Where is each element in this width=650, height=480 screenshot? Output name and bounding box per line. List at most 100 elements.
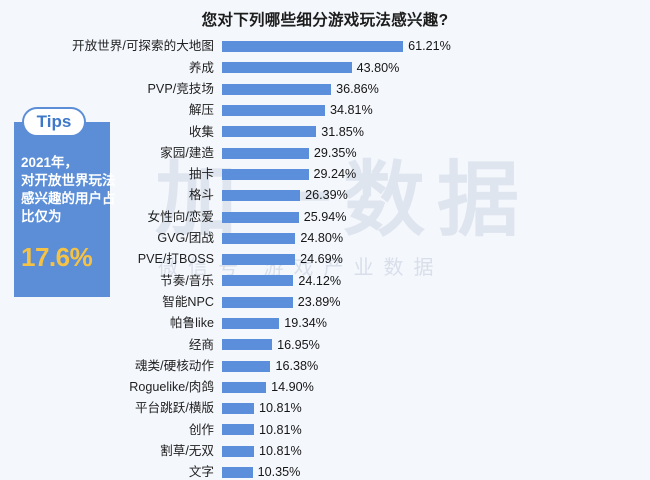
bar-row: 文字 10.35%	[0, 462, 650, 480]
bar-value-label: 19.34%	[284, 316, 327, 331]
bar	[222, 62, 352, 74]
bar-value-label: 10.81%	[258, 401, 302, 416]
bar	[222, 360, 271, 372]
bar-value-label: 24.12%	[298, 273, 342, 288]
bar-category-label: 经商	[188, 337, 214, 352]
bar-row: 解压 34.81%	[0, 100, 650, 121]
bar-category-label: 养成	[188, 60, 214, 75]
bar-track: 26.39%	[222, 185, 650, 206]
bar-row: 魂类/硬核动作 16.38%	[0, 355, 650, 376]
bar-category-label: 开放世界/可探索的大地图	[71, 39, 214, 54]
tips-highlight-value: 17.6%	[21, 242, 93, 272]
bar-track: 10.81%	[222, 441, 650, 462]
bar-row: 智能NPC 23.89%	[0, 292, 650, 313]
bar-value-label: 31.85%	[321, 124, 364, 139]
bar-value-label: 26.39%	[305, 188, 348, 203]
bar-value-label: 29.24%	[313, 167, 357, 182]
bar-category-label: PVE/打BOSS	[137, 252, 214, 267]
bar-track: 24.12%	[222, 270, 650, 291]
bar-track: 10.81%	[222, 398, 650, 419]
bar-row: PVE/打BOSS 24.69%	[0, 249, 650, 270]
bar-category-label: 平台跳跃/横版	[134, 401, 214, 416]
bar-row: 家园/建造 29.35%	[0, 142, 650, 163]
bar-track: 34.81%	[222, 100, 650, 121]
bar	[222, 467, 253, 479]
bar-value-label: 14.90%	[271, 380, 314, 395]
bar-category-label: 割草/无双	[160, 443, 214, 458]
bar-track: 36.86%	[222, 79, 650, 100]
bar	[222, 126, 317, 138]
bar-row: PVP/竞技场 36.86%	[0, 79, 650, 100]
bar-value-label: 36.86%	[336, 81, 379, 96]
bar-track: 16.95%	[222, 334, 650, 355]
bar	[222, 41, 404, 53]
bar-track: 14.90%	[222, 377, 650, 398]
bar-value-label: 25.94%	[303, 209, 347, 224]
bar	[222, 318, 280, 329]
bar	[222, 403, 254, 415]
bar-track: 25.94%	[222, 206, 650, 227]
bar-category-label: 格斗	[188, 188, 214, 203]
bar-value-label: 61.21%	[408, 39, 451, 54]
bar-track: 16.38%	[222, 355, 650, 376]
bar-category-label: GVG/团战	[157, 231, 214, 246]
tips-text: 2021年， 对开放世界玩法 感兴趣的用户占 比仅为	[21, 155, 116, 224]
bar-category-label: 家园/建造	[160, 145, 214, 160]
bar	[222, 296, 293, 308]
bar-track: 19.34%	[222, 313, 650, 334]
bar-row: 抽卡 29.24%	[0, 164, 650, 185]
bar-value-label: 23.89%	[297, 294, 341, 309]
bar-track: 24.69%	[222, 249, 650, 270]
bar	[222, 424, 254, 436]
bar-value-label: 24.80%	[300, 231, 344, 246]
bar	[222, 211, 299, 223]
bar-row: GVG/团战 24.80%	[0, 228, 650, 249]
bar	[222, 147, 309, 159]
bar-category-label: 女性向/恋爱	[147, 209, 214, 224]
bar-category-label: 魂类/硬核动作	[134, 358, 214, 373]
bar-track: 43.80%	[222, 57, 650, 78]
bar-category-label: 收集	[188, 124, 214, 139]
bar-track: 29.24%	[222, 164, 650, 185]
bar-category-label: 解压	[188, 103, 214, 118]
bar-category-label: 帕鲁like	[169, 316, 214, 331]
bar-category-label: PVP/竞技场	[147, 81, 214, 96]
bar-value-label: 10.35%	[257, 465, 301, 480]
bar-row: 创作 10.81%	[0, 419, 650, 440]
bar-row: 收集 31.85%	[0, 121, 650, 142]
bar	[222, 83, 332, 95]
bar-row: 开放世界/可探索的大地图 61.21%	[0, 36, 650, 57]
bar-value-label: 29.35%	[313, 145, 357, 160]
bar-value-label: 16.95%	[277, 337, 320, 352]
page-title: 您对下列哪些细分游戏玩法感兴趣?	[201, 12, 449, 29]
bar	[222, 168, 309, 180]
tips-badge: Tips	[22, 107, 86, 137]
bar	[222, 105, 326, 117]
bar-track: 61.21%	[222, 36, 650, 57]
bar	[222, 445, 254, 457]
bar-row: 割草/无双 10.81%	[0, 441, 650, 462]
bar-category-label: 创作	[188, 422, 214, 437]
bar	[222, 339, 273, 351]
bar	[222, 275, 294, 287]
bar-row: 平台跳跃/横版 10.81%	[0, 398, 650, 419]
bar-value-label: 43.80%	[356, 60, 400, 75]
bar-track: 10.81%	[222, 419, 650, 440]
bar-row: 经商 16.95%	[0, 334, 650, 355]
bar-track: 31.85%	[222, 121, 650, 142]
bar-value-label: 16.38%	[275, 358, 319, 373]
bar-row: 格斗 26.39%	[0, 185, 650, 206]
bar-value-label: 34.81%	[330, 103, 373, 118]
bar-row: 养成 43.80%	[0, 57, 650, 78]
bar	[222, 381, 267, 393]
bar-value-label: 10.81%	[258, 443, 302, 458]
bar-row: Roguelike/肉鸽 14.90%	[0, 377, 650, 398]
bar-track: 23.89%	[222, 292, 650, 313]
bar	[222, 254, 296, 266]
bar-category-label: 智能NPC	[162, 294, 214, 309]
bar-category-label: 文字	[188, 465, 214, 480]
bar	[222, 232, 296, 244]
bar-category-label: 抽卡	[188, 167, 214, 182]
bar-category-label: 节奏/音乐	[160, 273, 214, 288]
